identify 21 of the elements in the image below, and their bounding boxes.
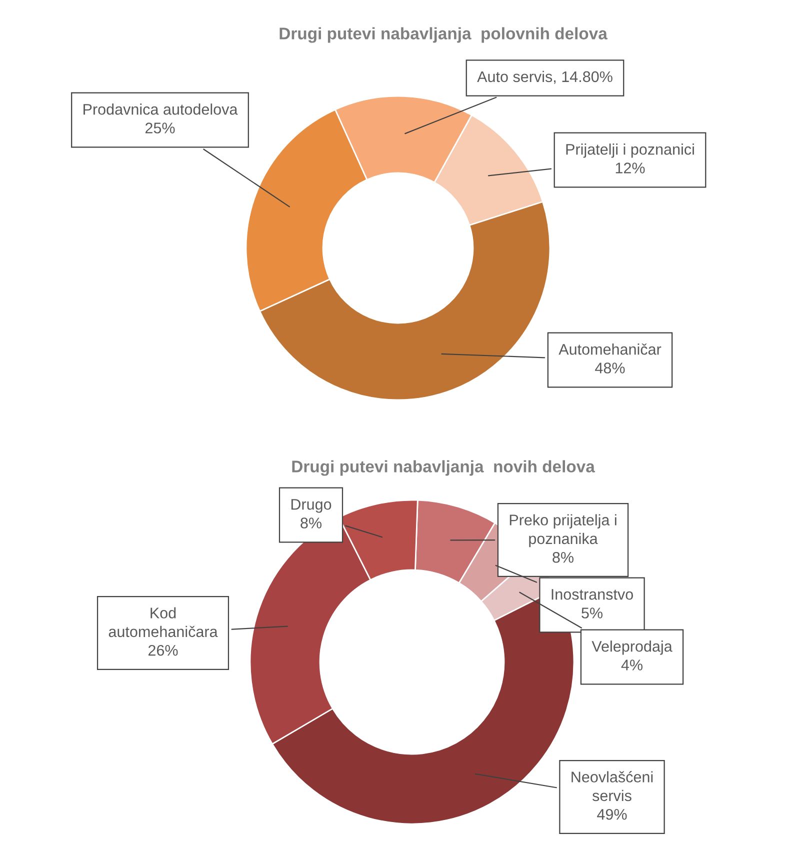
data-label: 12% <box>616 162 645 174</box>
slice-label: Prodavnica autodelova <box>84 104 238 115</box>
data-label: 25% <box>145 122 175 134</box>
data-label: 49% <box>597 808 627 820</box>
slice-label: Inostranstvo <box>552 589 633 600</box>
slice-label: Drugo <box>291 499 332 513</box>
data-label: 48% <box>595 362 625 374</box>
slice-label: Prijatelji i poznanici <box>566 144 694 158</box>
slice-label: Veleprodaja <box>592 640 672 655</box>
data-label: 8% <box>552 552 574 563</box>
data-label: 4% <box>621 660 642 670</box>
data-label: 5% <box>582 608 602 618</box>
data-label: 8% <box>300 518 322 528</box>
slice-label: Preko prijatelja i poznanika <box>510 514 616 548</box>
slice-label: Neovlašćeni servis <box>572 771 653 802</box>
slice-label: Auto servis, 14.80% <box>477 70 612 84</box>
data-label: 26% <box>148 644 178 656</box>
slice-label: Automehaničar <box>558 343 662 355</box>
chart-title: Drugi putevi nabavljanja novih delova <box>292 460 596 476</box>
chart-title: Drugi putevi nabavljanja polovnih delova <box>280 27 608 43</box>
slice-label: Kod automehaničara <box>108 607 218 638</box>
